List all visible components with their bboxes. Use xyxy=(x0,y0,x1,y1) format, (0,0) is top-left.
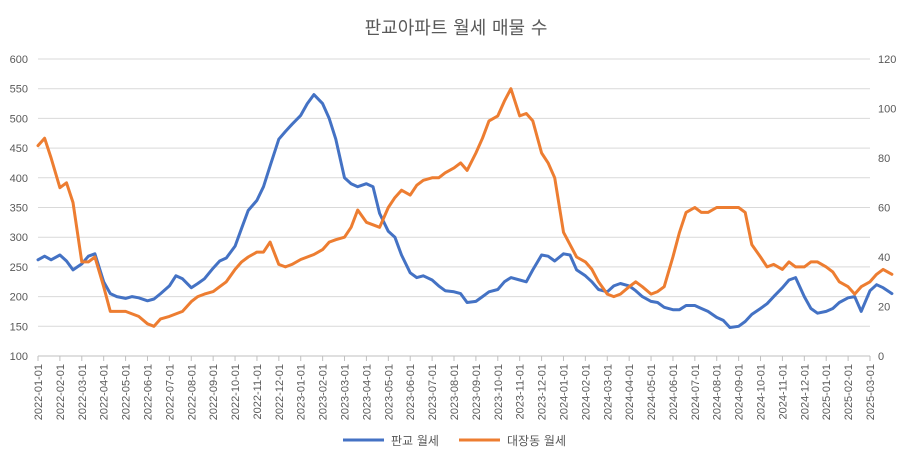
y-right-tick-label: 80 xyxy=(878,153,890,165)
x-tick-label: 2025-03-01 xyxy=(865,364,877,420)
x-tick-label: 2023-09-01 xyxy=(471,364,483,420)
x-tick-label: 2024-03-01 xyxy=(602,364,614,420)
x-tick-label: 2023-07-01 xyxy=(427,364,439,420)
y-right-tick-label: 20 xyxy=(878,302,890,314)
x-tick-label: 2022-01-01 xyxy=(33,364,45,420)
right-axis: 0 20 40 60 80 100 120 xyxy=(878,54,896,363)
x-tick-label: 2024-02-01 xyxy=(580,364,592,420)
x-tick-label: 2022-04-01 xyxy=(99,364,111,420)
y-right-tick-label: 60 xyxy=(878,203,890,215)
x-tick-label: 2022-03-01 xyxy=(77,364,89,420)
x-tick-label: 2023-12-01 xyxy=(537,364,549,420)
y-right-tick-label: 40 xyxy=(878,252,890,264)
x-tick-label: 2024-12-01 xyxy=(799,364,811,420)
x-tick-label: 2022-05-01 xyxy=(121,364,133,420)
y-left-tick-label: 300 xyxy=(10,232,28,244)
y-left-tick-label: 600 xyxy=(10,54,28,66)
y-right-tick-label: 120 xyxy=(878,54,896,66)
x-tick-label: 2023-05-01 xyxy=(383,364,395,420)
x-tick-label: 2022-10-01 xyxy=(230,364,242,420)
x-tick-label: 2023-08-01 xyxy=(449,364,461,420)
y-right-tick-label: 100 xyxy=(878,104,896,116)
y-right-tick-label: 0 xyxy=(878,351,884,363)
x-tick-label: 2024-08-01 xyxy=(712,364,724,420)
legend-label-pangyo: 판교 월세 xyxy=(391,434,439,448)
x-tick-label: 2024-09-01 xyxy=(734,364,746,420)
series-line-daejang xyxy=(36,87,894,328)
x-axis: 2022-01-01 2022-02-01 2022-03-01 2022-04-01… xyxy=(33,355,877,420)
y-left-tick-label: 150 xyxy=(10,321,28,333)
x-tick-label: 2022-02-01 xyxy=(55,364,67,420)
y-left-tick-label: 550 xyxy=(10,84,28,96)
y-left-tick-label: 500 xyxy=(10,113,28,125)
x-tick-label: 2024-10-01 xyxy=(756,364,768,420)
y-left-tick-label: 200 xyxy=(10,292,28,304)
y-left-tick-label: 100 xyxy=(10,351,28,363)
x-tick-label: 2023-11-01 xyxy=(515,364,527,419)
x-tick-label: 2024-04-01 xyxy=(624,364,636,420)
x-tick-label: 2022-11-01 xyxy=(252,364,264,419)
x-tick-label: 2023-01-01 xyxy=(296,364,308,420)
x-tick-label: 2022-07-01 xyxy=(164,364,176,420)
y-left-tick-label: 400 xyxy=(10,173,28,185)
x-tick-label: 2025-01-01 xyxy=(821,364,833,420)
legend: 판교 월세 대장동 월세 xyxy=(343,434,566,448)
x-tick-label: 2022-08-01 xyxy=(186,364,198,420)
x-tick-label: 2022-06-01 xyxy=(142,364,154,420)
series-line-pangyo xyxy=(36,93,894,329)
x-tick-label: 2024-01-01 xyxy=(558,364,570,420)
chart-title: 판교아파트 월세 매물 수 xyxy=(365,18,548,39)
x-tick-label: 2023-04-01 xyxy=(361,364,373,420)
left-axis: 100 150 200 250 300 350 400 450 500 550 600 xyxy=(10,54,28,363)
x-tick-label: 2024-07-01 xyxy=(690,364,702,420)
y-left-tick-label: 350 xyxy=(10,203,28,215)
x-tick-label: 2023-10-01 xyxy=(493,364,505,420)
legend-label-daejang: 대장동 월세 xyxy=(507,434,566,448)
x-tick-label: 2022-09-01 xyxy=(208,364,220,420)
y-left-tick-label: 450 xyxy=(10,143,28,155)
x-tick-label: 2022-12-01 xyxy=(274,364,286,420)
x-tick-label: 2023-02-01 xyxy=(318,364,330,420)
x-tick-label: 2024-05-01 xyxy=(646,364,658,420)
x-tick-label: 2025-02-01 xyxy=(843,364,855,420)
x-tick-label: 2023-03-01 xyxy=(340,364,352,420)
x-tick-label: 2024-11-01 xyxy=(777,364,789,419)
gridlines xyxy=(38,58,870,357)
y-left-tick-label: 250 xyxy=(10,262,28,274)
series-lines xyxy=(36,87,894,329)
x-tick-label: 2024-06-01 xyxy=(668,364,680,420)
x-tick-label: 2023-06-01 xyxy=(405,364,417,420)
